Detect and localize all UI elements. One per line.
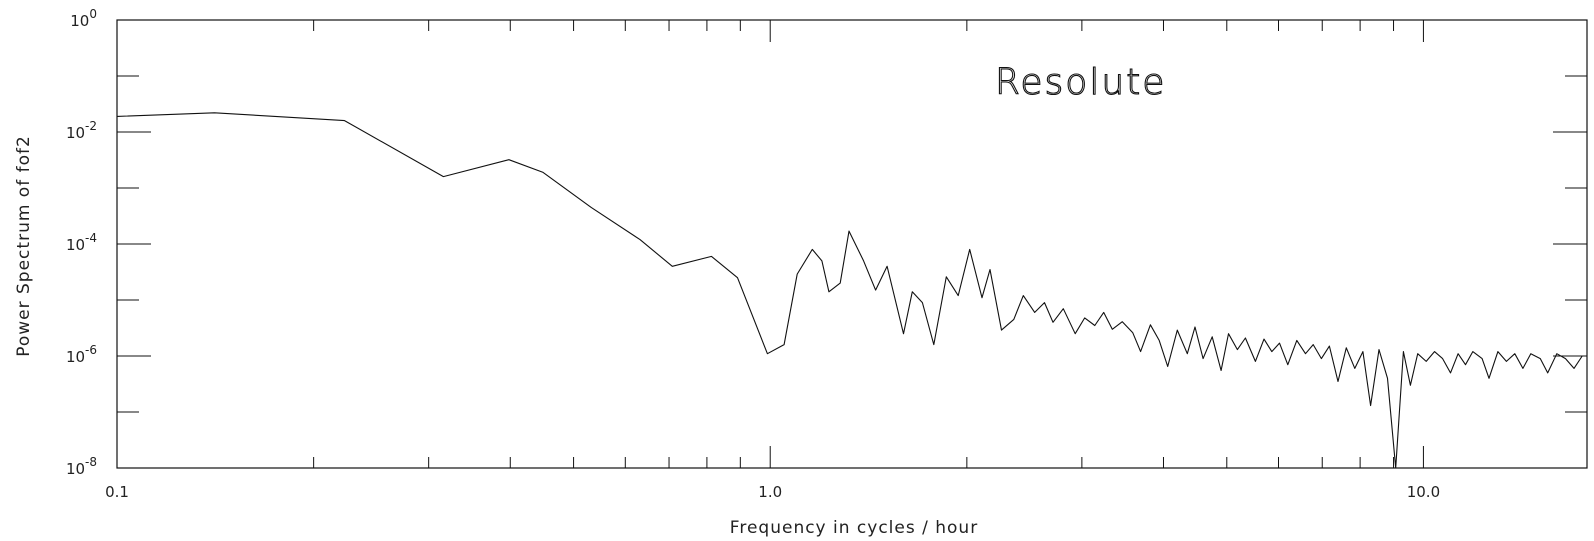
y-tick-label: 100	[70, 7, 97, 30]
y-tick-label: 10-8	[66, 455, 97, 478]
series-layer	[116, 112, 1583, 469]
x-tick-label: 1.0	[758, 483, 782, 501]
x-axis-title: Frequency in cycles / hour	[730, 518, 978, 538]
series-line	[116, 112, 1583, 469]
plot-border	[116, 19, 1588, 469]
y-tick-label: 10-4	[66, 231, 97, 254]
axis-ticks	[116, 19, 1587, 469]
station-annotation: Resolute	[995, 62, 1166, 103]
y-tick-labels: 100 10-2 10-4 10-6 10-8	[66, 7, 97, 478]
y-tick-label: 10-2	[66, 119, 97, 142]
x-tick-label: 10.0	[1407, 483, 1440, 501]
y-axis-title: Power Spectrum of fof2	[14, 135, 34, 357]
plot-frame	[116, 19, 1588, 469]
x-tick-label: 0.1	[105, 483, 129, 501]
x-tick-labels: 0.1 1.0 10.0	[105, 483, 1440, 501]
y-tick-label: 10-6	[66, 343, 97, 366]
